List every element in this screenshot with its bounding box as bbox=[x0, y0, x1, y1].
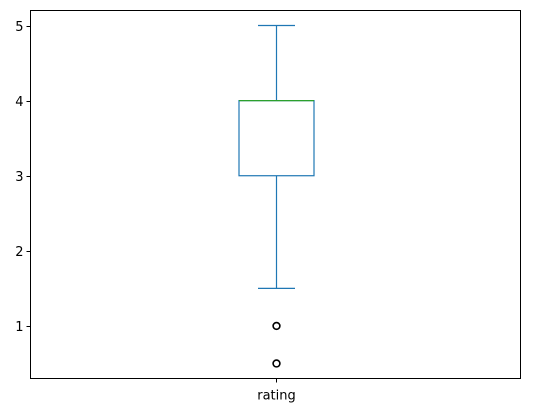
y-axis: 1 2 3 4 5 bbox=[15, 20, 31, 335]
y-tick-label: 3 bbox=[15, 170, 23, 185]
box-group bbox=[238, 24, 315, 368]
y-tick-label: 5 bbox=[15, 20, 23, 35]
y-tick-label: 1 bbox=[15, 320, 23, 335]
x-tick-label: rating bbox=[257, 389, 296, 404]
outlier-point bbox=[272, 359, 281, 368]
x-axis: rating bbox=[257, 378, 296, 404]
y-tick-label: 2 bbox=[15, 245, 23, 260]
outlier-point bbox=[272, 321, 281, 331]
y-tick-label: 4 bbox=[15, 95, 23, 110]
plot-area bbox=[30, 10, 521, 379]
